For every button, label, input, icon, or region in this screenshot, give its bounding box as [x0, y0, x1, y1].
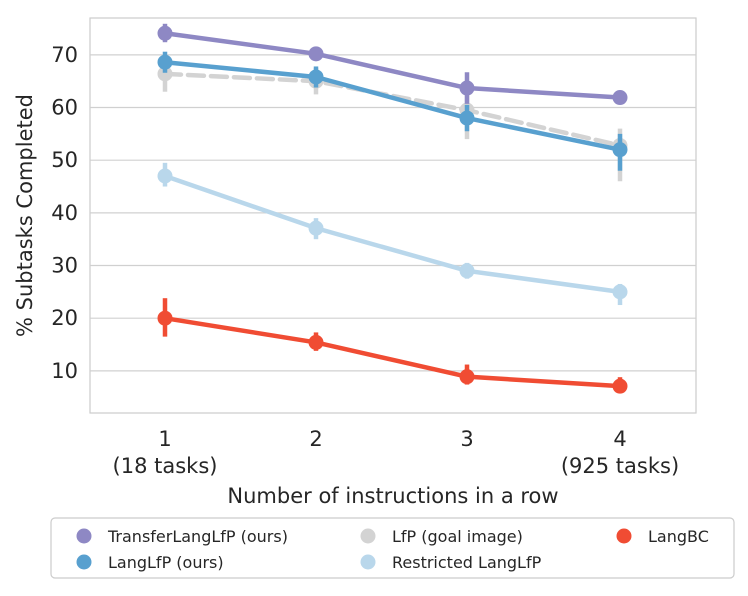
- data-point: [157, 54, 173, 70]
- x-tick-label: 1: [158, 427, 171, 451]
- y-axis-label: % Subtasks Completed: [13, 94, 37, 337]
- data-point: [459, 80, 475, 96]
- data-point: [157, 66, 173, 82]
- y-tick-label: 40: [51, 201, 78, 225]
- legend-marker: [360, 554, 376, 570]
- y-tick-label: 70: [51, 43, 78, 67]
- y-tick-label: 20: [51, 306, 78, 330]
- plot-area: [89, 17, 697, 414]
- data-point: [157, 25, 173, 41]
- legend-marker: [616, 528, 632, 544]
- data-point: [612, 142, 628, 158]
- series-0: [157, 23, 628, 106]
- series-line: [162, 59, 623, 152]
- legend-label: LangLfP (ours): [108, 553, 224, 572]
- series-line: [162, 315, 623, 389]
- data-point: [157, 168, 173, 184]
- legend-item: TransferLangLfP (ours): [76, 527, 288, 546]
- legend-item: LangLfP (ours): [76, 553, 224, 572]
- data-point: [308, 220, 324, 236]
- x-tick-label: 3: [460, 427, 473, 451]
- x-tick-sublabel: (925 tasks): [561, 454, 679, 478]
- x-tick-sublabel: (18 tasks): [113, 454, 218, 478]
- series-line: [162, 173, 623, 295]
- legend-marker: [360, 528, 376, 544]
- y-tick-label: 50: [51, 148, 78, 172]
- x-tick-label: 4: [613, 427, 626, 451]
- legend-label: LangBC: [648, 527, 709, 546]
- x-tick-label: 2: [309, 427, 322, 451]
- data-point: [459, 263, 475, 279]
- legend-label: Restricted LangLfP: [392, 553, 542, 572]
- y-tick-label: 10: [51, 359, 78, 383]
- data-point: [308, 334, 324, 350]
- legend-label: LfP (goal image): [392, 527, 523, 546]
- data-point: [612, 90, 628, 106]
- y-tick-label: 60: [51, 96, 78, 120]
- legend-item: Restricted LangLfP: [360, 553, 542, 572]
- legend-label: TransferLangLfP (ours): [107, 527, 288, 546]
- legend-item: LfP (goal image): [360, 527, 523, 546]
- data-point: [459, 110, 475, 126]
- series-1: [157, 51, 628, 171]
- y-tick-label: 30: [51, 254, 78, 278]
- series-4: [157, 298, 628, 394]
- legend-box: [50, 517, 735, 579]
- legend: TransferLangLfP (ours) LangLfP (ours) LfP …: [50, 517, 735, 579]
- legend-item: LangBC: [616, 527, 709, 546]
- series-line: [162, 31, 623, 100]
- plot-frame: [89, 17, 697, 414]
- x-axis-label: Number of instructions in a row: [227, 484, 558, 508]
- axes: 10 20 30 40 50 60 70 1 (18 tasks) 2 3 4 (925 tasks)N…: [13, 43, 679, 508]
- legend-marker: [76, 528, 92, 544]
- data-point: [157, 310, 173, 326]
- series-3: [157, 162, 628, 306]
- data-point: [612, 378, 628, 394]
- legend-marker: [76, 554, 92, 570]
- data-point: [612, 284, 628, 300]
- data-point: [308, 46, 324, 62]
- data-point: [308, 69, 324, 85]
- data-point: [459, 369, 475, 385]
